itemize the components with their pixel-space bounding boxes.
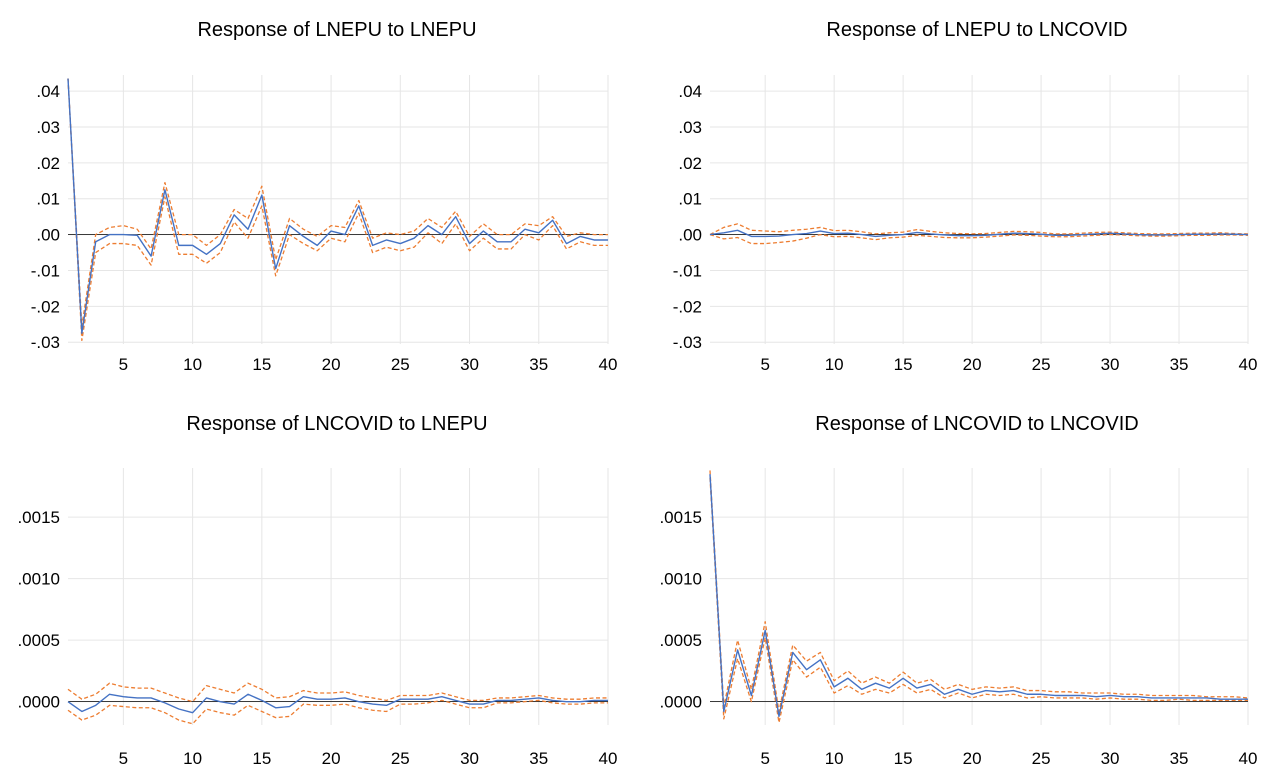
lower-confidence-band <box>67 699 608 725</box>
x-tick-label: 10 <box>183 355 202 374</box>
x-tick-label: 25 <box>391 355 410 374</box>
chart-panel-2: Response of LNEPU to LNCOVID .04 .03 .02 .01… <box>673 19 1258 374</box>
upper-confidence-band <box>709 470 1249 713</box>
chart-title: Response of LNEPU to LNEPU <box>197 19 476 41</box>
lower-confidence-band <box>709 233 1249 245</box>
x-tick-label: 30 <box>1101 355 1120 374</box>
y-tick-label: -.02 <box>673 297 702 316</box>
x-tick-label: 35 <box>1170 355 1189 374</box>
x-tick-label: 5 <box>119 355 128 374</box>
x-tick-label: 35 <box>529 355 548 374</box>
x-tick-label: 40 <box>599 749 618 766</box>
x-tick-label: 10 <box>183 749 202 766</box>
y-tick-label: .00 <box>678 226 702 245</box>
y-tick-label: -.01 <box>673 261 702 280</box>
upper-confidence-band <box>709 223 1249 236</box>
y-tick-label: .0010 <box>17 570 60 589</box>
y-tick-label: .04 <box>678 82 702 101</box>
y-tick-label: .0005 <box>17 631 60 650</box>
y-tick-label: -.03 <box>673 333 702 352</box>
x-tick-label: 20 <box>322 749 341 766</box>
response-line <box>709 474 1248 718</box>
y-tick-label: .03 <box>36 118 60 137</box>
chart-panel-4: Response of LNCOVID to LNCOVID .0015 .0010… <box>659 413 1257 766</box>
x-tick-label: 30 <box>460 355 479 374</box>
x-tick-label: 10 <box>825 355 844 374</box>
y-tick-label: .03 <box>678 118 702 137</box>
y-tick-label: .02 <box>678 154 702 173</box>
y-tick-label: .02 <box>36 154 60 173</box>
y-tick-label: -.01 <box>31 261 60 280</box>
response-line <box>709 229 1249 238</box>
y-tick-label: .01 <box>36 190 60 209</box>
y-tick-label: .0000 <box>17 693 60 712</box>
x-tick-label: 15 <box>894 355 913 374</box>
x-tick-label: 35 <box>1170 749 1189 766</box>
x-tick-label: 15 <box>894 749 913 766</box>
x-tick-label: 25 <box>1032 355 1051 374</box>
y-tick-label: .0005 <box>659 631 702 650</box>
y-tick-label: .01 <box>678 190 702 209</box>
response-line <box>67 693 608 714</box>
x-tick-label: 5 <box>119 749 128 766</box>
x-tick-label: 20 <box>963 355 982 374</box>
lower-confidence-band <box>709 477 1248 724</box>
x-tick-label: 20 <box>963 749 982 766</box>
chart-title: Response of LNCOVID to LNEPU <box>186 413 487 435</box>
x-tick-label: 40 <box>599 355 618 374</box>
x-tick-label: 30 <box>1101 749 1120 766</box>
chart-title: Response of LNCOVID to LNCOVID <box>815 413 1138 435</box>
response-line <box>67 78 608 334</box>
lower-confidence-band <box>67 78 608 342</box>
x-tick-label: 35 <box>529 749 548 766</box>
y-tick-label: .0015 <box>659 508 702 527</box>
y-tick-label: .04 <box>36 82 60 101</box>
chart-title: Response of LNEPU to LNCOVID <box>826 19 1127 41</box>
chart-panel-1: Response of LNEPU to LNEPU .04 .03 .02 .01 .0… <box>31 19 618 374</box>
y-tick-label: -.03 <box>31 333 60 352</box>
x-tick-label: 25 <box>1032 749 1051 766</box>
x-tick-label: 10 <box>825 749 844 766</box>
y-tick-label: .0015 <box>17 508 60 527</box>
upper-confidence-band <box>67 682 608 703</box>
y-tick-label: -.02 <box>31 297 60 316</box>
x-tick-label: 40 <box>1239 749 1258 766</box>
x-tick-label: 40 <box>1239 355 1258 374</box>
x-tick-label: 5 <box>760 749 769 766</box>
x-tick-label: 5 <box>760 355 769 374</box>
x-tick-label: 20 <box>322 355 341 374</box>
chart-panel-3: Response of LNCOVID to LNEPU .0015 .0010 .0… <box>17 413 617 766</box>
x-tick-label: 25 <box>391 749 410 766</box>
y-tick-label: .0000 <box>659 693 702 712</box>
x-tick-label: 30 <box>460 749 479 766</box>
y-tick-label: .00 <box>36 226 60 245</box>
y-tick-label: .0010 <box>659 570 702 589</box>
x-tick-label: 15 <box>252 355 271 374</box>
x-tick-label: 15 <box>252 749 271 766</box>
upper-confidence-band <box>67 78 608 327</box>
